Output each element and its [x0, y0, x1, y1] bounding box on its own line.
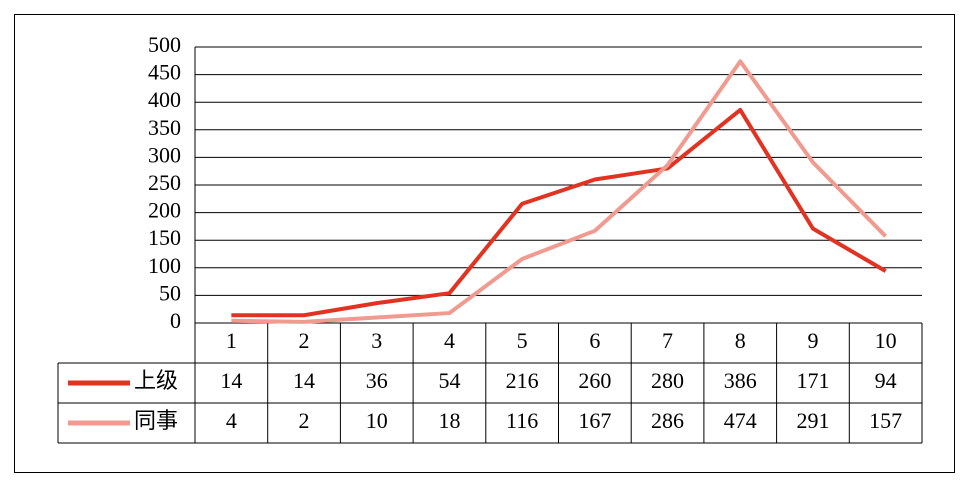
y-tick-label: 100 — [148, 253, 181, 278]
table-value: 291 — [796, 408, 829, 433]
table-value: 171 — [796, 368, 829, 393]
table-value: 167 — [578, 408, 611, 433]
series-line — [231, 107, 887, 318]
table-value: 36 — [366, 368, 388, 393]
table-value: 286 — [651, 408, 684, 433]
table-value: 260 — [578, 368, 611, 393]
y-tick-label: 50 — [159, 280, 181, 305]
y-tick-label: 150 — [148, 225, 181, 250]
x-tick-label: 4 — [444, 328, 455, 353]
chart-border — [14, 14, 955, 473]
y-tick-label: 300 — [148, 142, 181, 167]
table-value: 14 — [293, 368, 315, 393]
y-tick-label: 200 — [148, 198, 181, 223]
table-value: 157 — [869, 408, 902, 433]
legend-label: 上级 — [134, 368, 178, 393]
legend-label: 同事 — [134, 408, 178, 433]
y-tick-label: 250 — [148, 170, 181, 195]
table-value: 18 — [438, 408, 460, 433]
y-tick-label: 500 — [148, 32, 181, 57]
x-tick-label: 7 — [662, 328, 673, 353]
table-value: 280 — [651, 368, 684, 393]
table-value: 116 — [506, 408, 538, 433]
table-value: 2 — [299, 408, 310, 433]
x-tick-label: 6 — [589, 328, 600, 353]
x-tick-label: 8 — [735, 328, 746, 353]
table-value: 94 — [875, 368, 897, 393]
y-tick-label: 0 — [170, 308, 181, 333]
series-line — [231, 59, 888, 324]
x-tick-label: 5 — [517, 328, 528, 353]
y-tick-label: 450 — [148, 60, 181, 85]
table-value: 10 — [366, 408, 388, 433]
table-value: 386 — [724, 368, 757, 393]
y-tick-label: 400 — [148, 87, 181, 112]
x-tick-label: 10 — [875, 328, 897, 353]
x-tick-label: 9 — [807, 328, 818, 353]
table-value: 54 — [438, 368, 460, 393]
table-value: 216 — [506, 368, 539, 393]
x-tick-label: 3 — [371, 328, 382, 353]
table-value: 474 — [724, 408, 757, 433]
x-tick-label: 2 — [299, 328, 310, 353]
table-value: 4 — [226, 408, 237, 433]
x-tick-label: 1 — [226, 328, 237, 353]
y-tick-label: 350 — [148, 115, 181, 140]
table-value: 14 — [220, 368, 242, 393]
